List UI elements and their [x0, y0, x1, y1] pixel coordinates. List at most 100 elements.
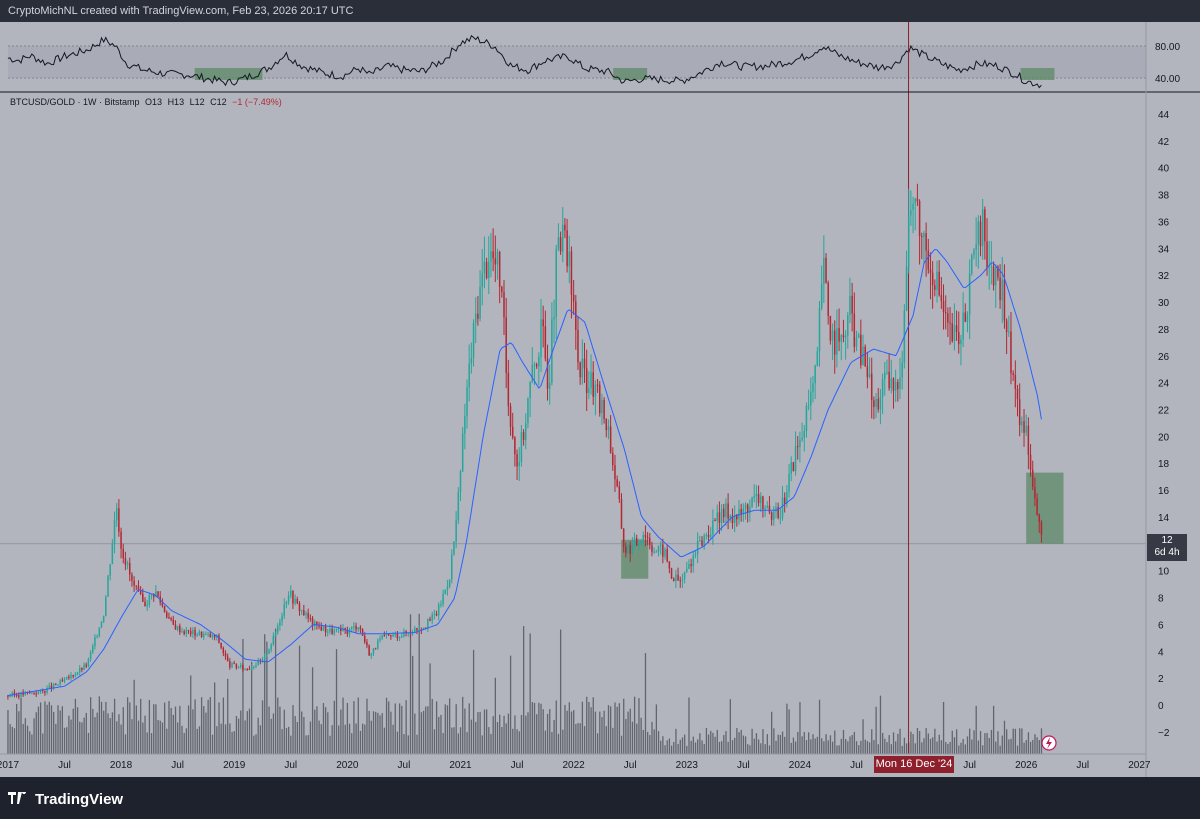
- candle-body: [770, 512, 773, 520]
- candle-body: [126, 563, 129, 565]
- volume-bar: [268, 706, 270, 754]
- volume-bar: [477, 712, 479, 754]
- candle-body: [555, 248, 557, 317]
- volume-bar: [520, 715, 523, 754]
- candle-body: [57, 684, 59, 686]
- volume-bar: [316, 706, 318, 754]
- candle-body: [709, 534, 712, 538]
- candle-body: [520, 432, 523, 462]
- candle-body: [749, 506, 751, 513]
- candle-body: [875, 398, 877, 407]
- volume-bar: [177, 722, 179, 754]
- volume-bar: [686, 745, 688, 754]
- candle-body: [213, 634, 216, 638]
- volume-bar: [605, 726, 607, 754]
- volume-bar: [451, 727, 453, 754]
- volume-bar: [187, 705, 190, 754]
- volume-bar: [205, 712, 207, 754]
- volume-bar: [118, 714, 120, 754]
- candle-body: [37, 691, 40, 695]
- candle-body: [668, 561, 671, 569]
- candle-body: [13, 692, 16, 695]
- candle-body: [46, 688, 48, 693]
- candle-body: [625, 546, 627, 553]
- volume-bar: [620, 735, 623, 754]
- candle-body: [170, 618, 172, 620]
- volume-bar: [420, 712, 423, 754]
- candle-body: [74, 674, 77, 677]
- volume-bar: [261, 700, 264, 754]
- volume-bar: [301, 711, 303, 754]
- candle-body: [723, 508, 725, 518]
- candle-body: [707, 535, 710, 538]
- candle-body: [712, 520, 714, 535]
- candle-body: [485, 261, 488, 279]
- candle-body: [344, 627, 346, 630]
- main-pane: [0, 22, 1146, 754]
- candle-body: [20, 692, 22, 697]
- candle-body: [381, 635, 383, 639]
- volume-bar: [1006, 729, 1008, 754]
- volume-bar: [281, 729, 283, 754]
- volume-bar: [383, 727, 386, 754]
- volume-bar: [305, 735, 307, 754]
- volume-bar: [109, 718, 111, 754]
- candle-body: [233, 663, 235, 665]
- candle-body: [481, 273, 484, 287]
- volume-bar: [174, 706, 177, 754]
- volume-bar: [636, 723, 638, 754]
- candle-body: [366, 641, 368, 646]
- candle-body: [792, 462, 795, 472]
- symbol-legend: BTCUSD/GOLD · 1W · Bitstamp O13 H13 L12 …: [10, 97, 282, 107]
- volume-bar: [592, 697, 594, 754]
- candle-body: [994, 266, 997, 286]
- candle-body: [31, 692, 33, 694]
- volume-bar: [470, 719, 473, 754]
- candle-body: [418, 629, 420, 631]
- volume-bar: [644, 653, 647, 754]
- volume-bar: [48, 701, 50, 754]
- candle-body: [538, 356, 540, 367]
- volume-bar: [259, 725, 262, 754]
- y-tick-label: 38: [1158, 191, 1170, 202]
- candle-body: [1023, 421, 1025, 433]
- volume-bar: [864, 739, 866, 754]
- y-tick-label: 32: [1158, 271, 1170, 282]
- volume-bar: [207, 699, 209, 754]
- tradingview-logo[interactable]: TradingView: [8, 789, 123, 809]
- candle-body: [955, 325, 958, 333]
- volume-bar: [1029, 741, 1032, 754]
- candle-body: [666, 549, 668, 562]
- volume-bar: [453, 727, 455, 754]
- volume-bar: [168, 701, 170, 754]
- volume-bar: [945, 742, 947, 754]
- candle-body: [635, 538, 638, 546]
- volume-bar: [39, 702, 42, 754]
- volume-bar: [137, 720, 140, 754]
- candle-body: [270, 644, 272, 650]
- volume-bar: [777, 734, 779, 754]
- volume-bar: [653, 729, 655, 754]
- volume-bar: [868, 742, 871, 754]
- volume-bar: [311, 667, 314, 754]
- crosshair-date-label: Mon 16 Dec '24: [874, 756, 954, 773]
- volume-bar: [969, 728, 971, 754]
- candle-body: [1038, 514, 1041, 523]
- volume-bar: [601, 717, 603, 754]
- candle-body: [511, 426, 514, 438]
- volume-bar: [183, 732, 185, 754]
- volume-bar: [812, 734, 814, 754]
- candle-body: [818, 307, 821, 352]
- volume-bar: [697, 739, 699, 754]
- x-tick-label: 2017: [0, 760, 19, 771]
- candle-body: [696, 541, 699, 554]
- candle-body: [649, 538, 651, 546]
- volume-bar: [405, 700, 407, 754]
- volume-bar: [24, 718, 27, 754]
- candle-body: [960, 339, 962, 345]
- candle-body: [224, 653, 227, 657]
- volume-bar: [181, 725, 183, 754]
- volume-bar: [690, 740, 692, 754]
- candle-body: [490, 251, 492, 262]
